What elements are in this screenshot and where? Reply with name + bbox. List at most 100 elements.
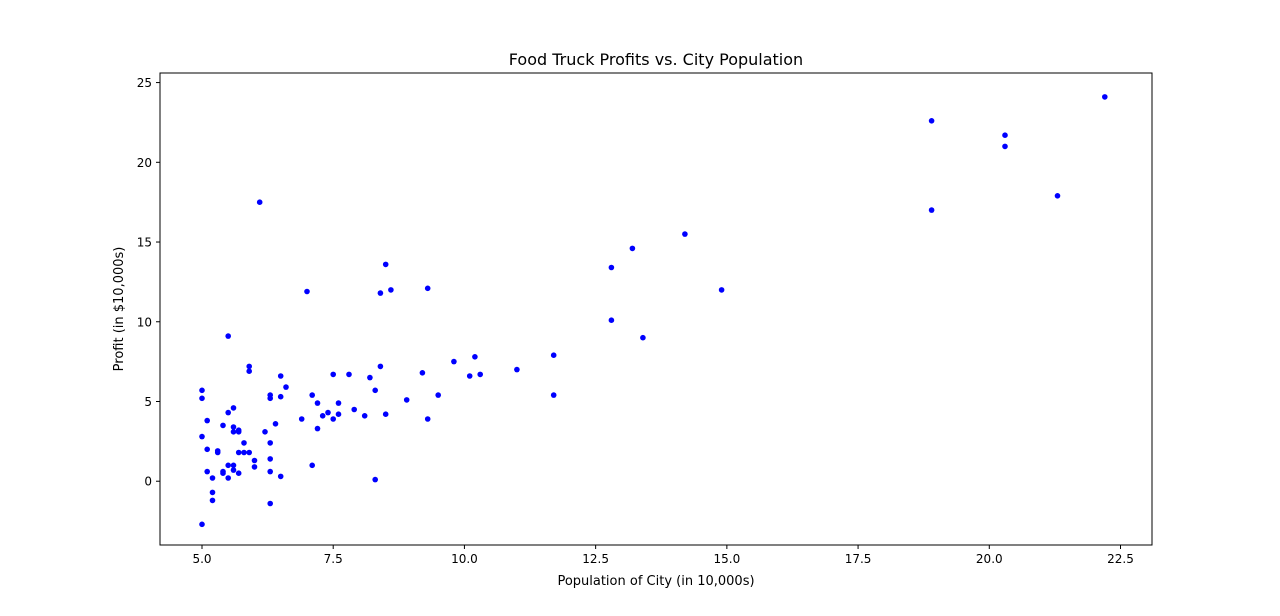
data-point — [225, 333, 231, 339]
data-point — [256, 199, 263, 205]
data-point — [377, 290, 384, 296]
data-point — [199, 521, 205, 528]
data-point — [267, 500, 274, 507]
data-point — [1002, 143, 1008, 150]
data-point — [335, 411, 342, 418]
data-point — [251, 457, 258, 464]
data-point — [235, 429, 242, 435]
x-axis-ticks: 5.0 7.5 10.0 12.5 15.0 17.5 20.0 22.5 — [192, 545, 1134, 566]
data-point — [246, 368, 252, 375]
x-tick-label: 5.0 — [192, 552, 211, 566]
data-point — [220, 422, 226, 429]
data-point — [272, 421, 279, 427]
data-point — [351, 406, 358, 413]
data-point — [424, 285, 431, 292]
data-point — [314, 425, 321, 432]
data-point — [267, 456, 274, 462]
data-point — [424, 416, 431, 422]
data-point — [682, 231, 688, 237]
data-point — [1102, 94, 1108, 100]
y-axis-ticks: 0 5 10 15 20 25 — [137, 76, 160, 489]
data-point — [550, 392, 557, 398]
data-point — [235, 449, 242, 456]
data-point — [225, 475, 231, 481]
data-point — [241, 440, 247, 446]
data-point — [267, 440, 274, 446]
data-point — [608, 317, 615, 324]
y-tick-label: 15 — [137, 236, 152, 250]
data-point — [319, 413, 326, 419]
data-point — [225, 409, 231, 416]
data-point — [267, 468, 274, 475]
data-point — [230, 429, 237, 435]
data-point — [372, 387, 379, 394]
data-point — [335, 400, 342, 406]
data-point — [277, 373, 284, 379]
data-point — [377, 363, 384, 370]
data-point — [230, 467, 237, 473]
data-point — [230, 462, 237, 469]
data-point — [277, 393, 284, 400]
data-point — [1002, 132, 1008, 138]
data-point — [325, 409, 331, 416]
data-point — [361, 413, 368, 419]
y-tick-label: 20 — [137, 156, 152, 170]
data-point — [346, 371, 352, 378]
data-point — [230, 405, 237, 411]
data-point — [403, 397, 410, 403]
data-point — [204, 446, 210, 453]
data-point — [246, 363, 252, 370]
data-point — [225, 462, 231, 469]
data-point — [451, 358, 457, 365]
data-point — [314, 400, 321, 406]
data-point — [629, 245, 636, 252]
data-point — [382, 411, 389, 418]
data-point — [283, 384, 289, 390]
data-point — [304, 288, 310, 295]
data-point — [298, 416, 305, 422]
data-point — [241, 449, 247, 456]
plot-frame — [159, 72, 1153, 546]
data-point — [209, 475, 216, 481]
x-tick-label: 10.0 — [451, 552, 478, 566]
data-point — [204, 468, 210, 475]
data-point — [262, 429, 268, 435]
data-point — [199, 395, 205, 402]
data-point — [718, 287, 725, 293]
data-point — [277, 473, 284, 480]
data-points — [199, 94, 1108, 528]
data-point — [309, 392, 316, 398]
data-point — [419, 370, 426, 376]
data-point — [214, 449, 221, 456]
data-point — [372, 476, 379, 483]
data-point — [388, 287, 394, 293]
y-tick-label: 0 — [144, 475, 152, 489]
data-point — [330, 416, 337, 422]
data-point — [472, 354, 478, 360]
data-point — [550, 352, 557, 359]
data-point — [640, 334, 646, 341]
x-tick-label: 20.0 — [976, 552, 1003, 566]
chart-title: Food Truck Profits vs. City Population — [509, 50, 803, 69]
data-point — [466, 373, 473, 379]
data-point — [209, 497, 216, 504]
data-point — [267, 395, 274, 402]
y-axis-label: Profit (in $10,000s) — [112, 247, 127, 372]
data-point — [435, 392, 442, 398]
data-point — [235, 470, 242, 477]
x-tick-label: 22.5 — [1107, 552, 1134, 566]
x-axis-label: Population of City (in 10,000s) — [557, 574, 754, 589]
y-tick-label: 25 — [137, 76, 152, 90]
data-point — [608, 264, 615, 271]
data-point — [251, 464, 258, 470]
data-point — [199, 387, 205, 394]
data-point — [330, 371, 337, 378]
data-point — [1054, 193, 1061, 199]
x-tick-label: 12.5 — [582, 552, 609, 566]
y-tick-label: 5 — [144, 395, 152, 409]
data-point — [477, 371, 484, 378]
data-point — [928, 118, 935, 124]
